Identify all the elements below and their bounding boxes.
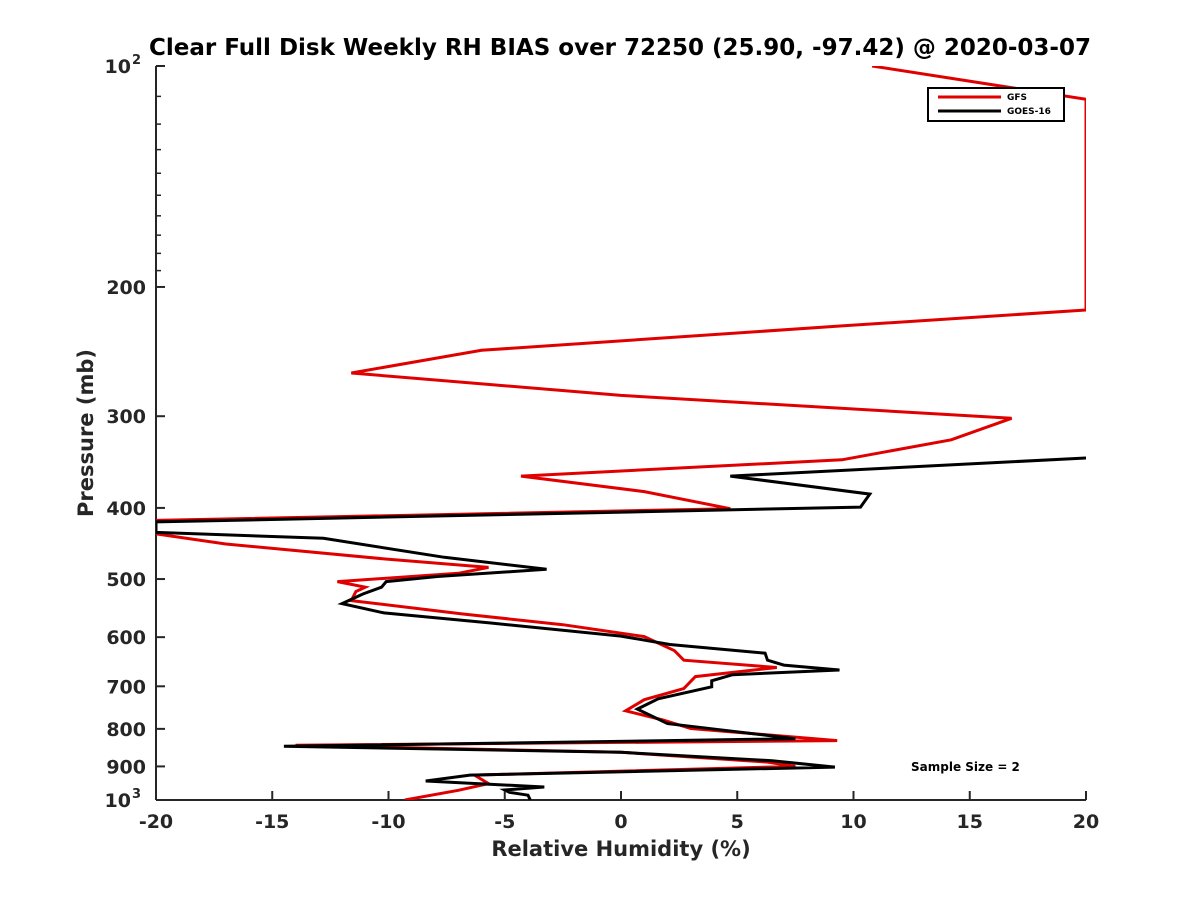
x-tick-label: 5 — [731, 811, 744, 833]
y-tick-label: 10 — [105, 790, 131, 812]
y-tick-label: 300 — [106, 406, 146, 428]
y-tick-exponent: 2 — [132, 53, 141, 68]
legend-label-goes-16: GOES-16 — [1007, 107, 1051, 117]
series-line-goes-16 — [156, 456, 1086, 800]
y-tick-label: 10 — [105, 56, 131, 78]
y-tick-label: 800 — [106, 719, 146, 741]
x-axis-ticks: -20 -15 -10 -5 0 5 10 15 20 — [139, 791, 1099, 833]
legend-label-gfs: GFS — [1007, 93, 1027, 103]
x-axis-label: Relative Humidity (%) — [491, 837, 750, 861]
y-tick-label: 900 — [106, 756, 146, 778]
legend-box — [927, 87, 1065, 122]
chart-title: Clear Full Disk Weekly RH BIAS over 7225… — [149, 35, 1091, 61]
x-tick-label: -5 — [494, 811, 515, 833]
y-tick-label: 700 — [106, 676, 146, 698]
plot-frame — [156, 66, 1086, 800]
x-tick-label: -20 — [139, 811, 173, 833]
y-tick-label: 500 — [106, 569, 146, 591]
sample-size-annotation: Sample Size = 2 — [911, 760, 1020, 774]
y-tick-exponent: 3 — [132, 787, 141, 802]
y-axis-label: Pressure (mb) — [74, 349, 98, 517]
x-tick-label: -15 — [255, 811, 289, 833]
x-tick-label: 15 — [957, 811, 983, 833]
x-tick-label: -10 — [371, 811, 405, 833]
x-tick-label: 20 — [1073, 811, 1099, 833]
plot-area — [156, 66, 1086, 800]
y-tick-label: 200 — [106, 277, 146, 299]
series-line-gfs — [156, 66, 1086, 800]
series-layer — [156, 66, 1086, 800]
y-tick-label: 400 — [106, 498, 146, 520]
x-tick-label: 10 — [840, 811, 866, 833]
legend: GFS GOES-16 — [927, 87, 1065, 122]
x-tick-label: 0 — [614, 811, 627, 833]
y-tick-label: 600 — [106, 627, 146, 649]
